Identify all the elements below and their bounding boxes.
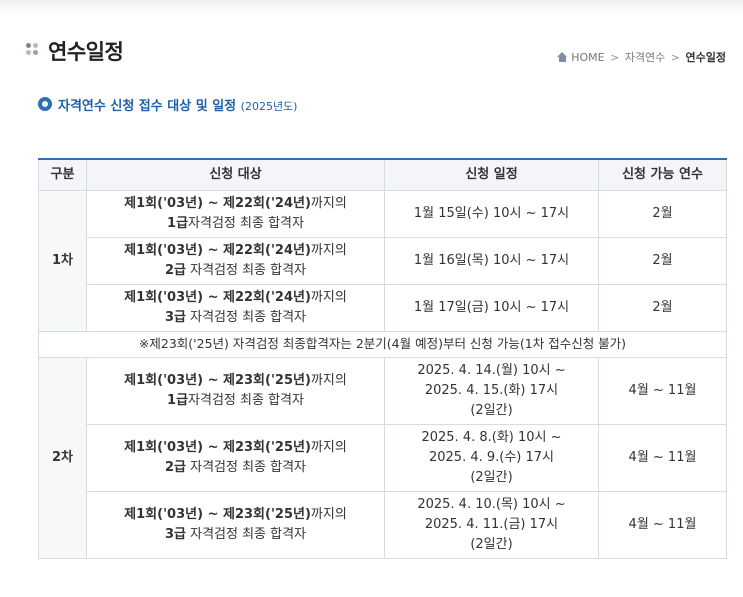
target-cell: 제1회('03년) ~ 제23회('25년)까지의 3급 자격검정 최종 합격자 [86,490,385,559]
table-header-row: 구분 신청 대상 신청 일정 신청 가능 연수 [38,158,727,191]
section-title-text: 자격연수 신청 접수 대상 및 일정 [58,99,237,114]
section-year: (2025년도) [240,100,298,113]
table-row: 제1회('03년) ~ 제23회('25년)까지의 3급 자격검정 최종 합격자… [39,490,727,559]
title-dots-icon [26,43,40,57]
note-row: ※제23회('25년) 자격검정 최종합격자는 2분기(4월 예정)부터 신청 … [38,330,727,358]
breadcrumb: HOME > 자격연수 > 연수일정 [557,49,726,65]
breadcrumb-separator: > [610,51,620,64]
column-header: 구분 [38,158,87,191]
period-cell: 2월 [598,189,727,238]
period-cell: 2월 [598,236,727,285]
period-cell: 2월 [598,283,727,332]
breadcrumb-current: 연수일정 [685,51,726,64]
group-label: 2차 [38,356,87,559]
period-cell: 4월 ~ 11월 [598,356,727,425]
schedule-cell: 1월 17일(금) 10시 ~ 17시 [384,283,599,332]
target-cell: 제1회('03년) ~ 제22회('24년)까지의 2급 자격검정 최종 합격자 [86,236,385,285]
target-cell: 제1회('03년) ~ 제23회('25년)까지의 2급 자격검정 최종 합격자 [86,423,385,492]
period-cell: 4월 ~ 11월 [598,423,727,492]
page-title: 연수일정 [48,40,124,64]
breadcrumb-middle[interactable]: 자격연수 [624,51,666,64]
schedule-cell: 1월 15일(수) 10시 ~ 17시 [384,189,599,238]
period-cell: 4월 ~ 11월 [598,490,727,559]
column-header: 신청 대상 [86,158,385,191]
column-header: 신청 가능 연수 [598,158,727,191]
target-cell: 제1회('03년) ~ 제23회('25년)까지의 1급자격검정 최종 합격자 [86,356,385,425]
circle-bullet-icon [38,97,52,111]
schedule-cell: 2025. 4. 8.(화) 10시 ~ 2025. 4. 9.(수) 17시 … [384,423,599,492]
note-text: ※제23회('25년) 자격검정 최종합격자는 2분기(4월 예정)부터 신청 … [38,330,727,358]
section-title: 자격연수 신청 접수 대상 및 일정 (2025년도) [58,95,297,114]
schedule-cell: 2025. 4. 10.(목) 10시 ~ 2025. 4. 11.(금) 17… [384,490,599,559]
page-header: 연수일정 HOME > 자격연수 > 연수일정 [26,36,726,66]
table-row: 2차 제1회('03년) ~ 제23회('25년)까지의 1급자격검정 최종 합… [38,356,727,559]
top-fade-bar [0,0,743,14]
group-label: 1차 [38,189,87,332]
table-row: 제1회('03년) ~ 제22회('24년)까지의 2급 자격검정 최종 합격자… [39,236,727,285]
home-icon[interactable] [557,52,568,62]
breadcrumb-separator: > [670,51,681,64]
schedule-cell: 2025. 4. 14.(월) 10시 ~ 2025. 4. 15.(화) 17… [384,356,599,425]
schedule-table: 구분 신청 대상 신청 일정 신청 가능 연수 1차 제1회('03년) ~ 제… [38,158,727,559]
column-header: 신청 일정 [384,158,599,191]
table-row: 제1회('03년) ~ 제22회('24년)까지의 3급 자격검정 최종 합격자… [39,283,727,332]
target-cell: 제1회('03년) ~ 제22회('24년)까지의 3급 자격검정 최종 합격자 [86,283,385,332]
table-row: 제1회('03년) ~ 제23회('25년)까지의 2급 자격검정 최종 합격자… [39,423,727,492]
schedule-cell: 1월 16일(목) 10시 ~ 17시 [384,236,599,285]
target-cell: 제1회('03년) ~ 제22회('24년)까지의 1급자격검정 최종 합격자 [86,189,385,238]
table-row: 1차 제1회('03년) ~ 제22회('24년)까지의 1급자격검정 최종 합… [38,189,727,332]
breadcrumb-home[interactable]: HOME [571,51,605,64]
